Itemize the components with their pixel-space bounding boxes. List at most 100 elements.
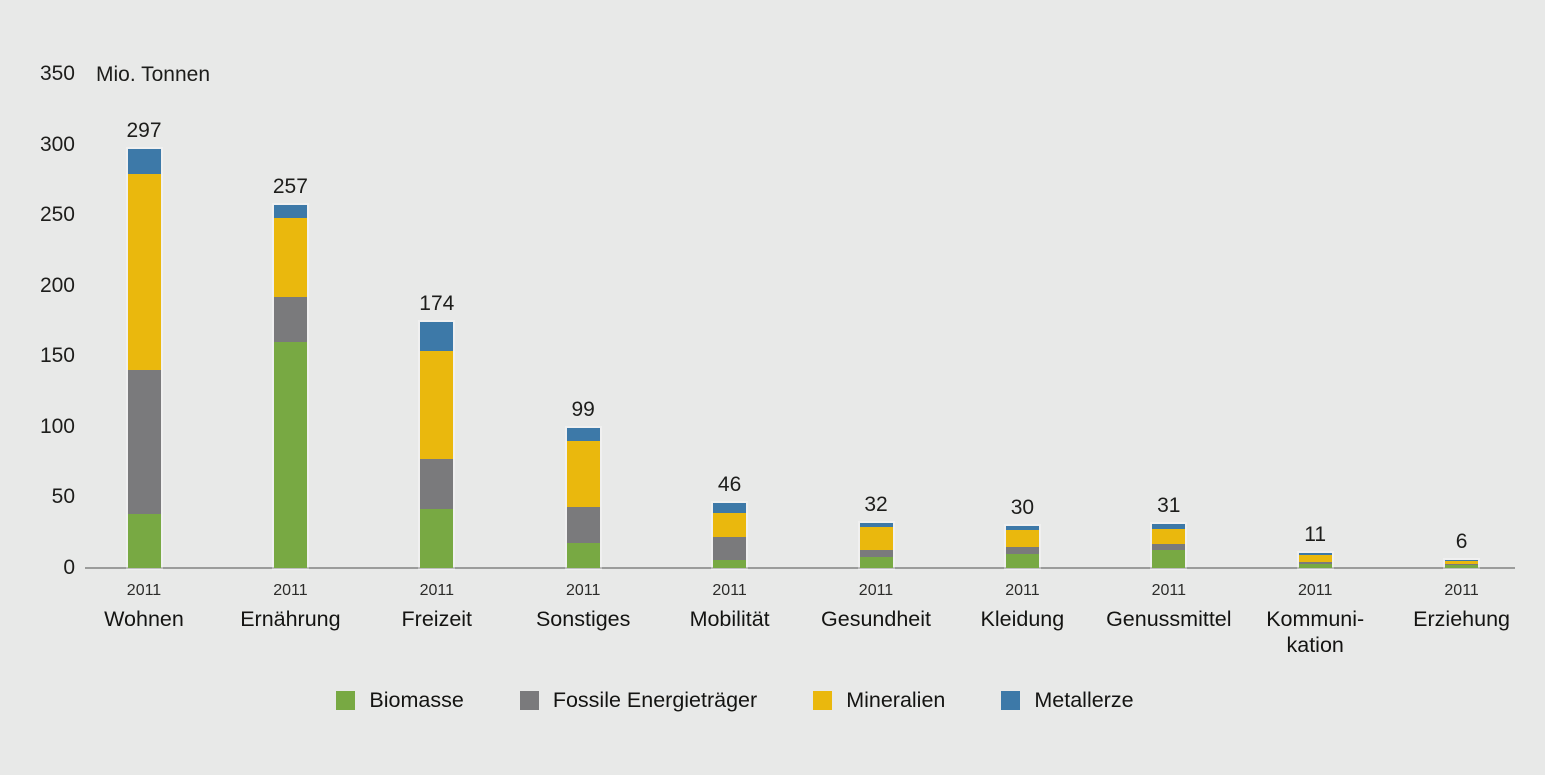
bar-stack[interactable] xyxy=(1298,552,1332,568)
bar-stack[interactable] xyxy=(566,428,600,568)
year-label: 2011 xyxy=(1005,582,1040,599)
x-category-block: 2011 Erziehung xyxy=(1372,582,1545,633)
x-category-block: 2011 Kleidung xyxy=(932,582,1112,633)
category-label: Genussmittel xyxy=(1106,607,1232,631)
bar-segment-fossile-energietr-ger[interactable] xyxy=(273,297,307,343)
legend-swatch-icon xyxy=(1001,691,1021,710)
bar-stack[interactable] xyxy=(713,503,747,568)
bar-stack[interactable] xyxy=(420,322,454,568)
legend: Biomasse Fossile Energieträger Mineralien M… xyxy=(0,688,1470,713)
bar-column: 257 xyxy=(235,176,345,568)
bar-segment-mineralien[interactable] xyxy=(420,350,454,460)
y-axis-unit-label: Mio. Tonnen xyxy=(96,63,211,86)
bar-segment-mineralien[interactable] xyxy=(1298,555,1332,563)
bar-segment-mineralien[interactable] xyxy=(859,527,893,550)
bar-segment-metallerze[interactable] xyxy=(713,503,747,513)
bar-segment-mineralien[interactable] xyxy=(273,217,307,298)
x-category-block: 2011 Kommuni- kation xyxy=(1225,582,1405,659)
legend-swatch-icon xyxy=(336,691,356,710)
bar-segment-metallerze[interactable] xyxy=(1005,525,1039,530)
category-label: Erziehung xyxy=(1413,607,1510,631)
y-tick-label: 0 xyxy=(63,556,75,579)
bar-segment-fossile-energietr-ger[interactable] xyxy=(1298,562,1332,564)
bar-segment-mineralien[interactable] xyxy=(1152,528,1186,545)
category-label: Wohnen xyxy=(104,607,184,631)
bar-stack[interactable] xyxy=(273,205,307,568)
value-label: 257 xyxy=(272,175,308,199)
bar-segment-fossile-energietr-ger[interactable] xyxy=(1152,544,1186,550)
legend-swatch-icon xyxy=(813,691,833,710)
value-label: 46 xyxy=(717,473,742,497)
year-label: 2011 xyxy=(712,582,747,599)
bar-stack[interactable] xyxy=(127,148,161,568)
year-label: 2011 xyxy=(1297,582,1333,599)
x-category-block: 2011 Gesundheit xyxy=(786,582,966,633)
bar-segment-metallerze[interactable] xyxy=(1298,552,1332,556)
category-label: Kleidung xyxy=(980,607,1065,631)
bar-segment-biomasse[interactable] xyxy=(1005,553,1039,568)
bar-segment-metallerze[interactable] xyxy=(1152,524,1186,529)
legend-swatch-icon xyxy=(519,691,539,710)
bar-segment-biomasse[interactable] xyxy=(1152,549,1186,568)
legend-label: Mineralien xyxy=(846,688,946,712)
y-tick-label: 300 xyxy=(39,132,75,156)
bar-segment-biomasse[interactable] xyxy=(566,542,600,568)
bar-segment-fossile-energietr-ger[interactable] xyxy=(713,536,747,560)
bar-segment-metallerze[interactable] xyxy=(566,428,600,441)
bar-stack[interactable] xyxy=(1152,524,1186,568)
bar-segment-metallerze[interactable] xyxy=(420,322,454,351)
bar-segment-mineralien[interactable] xyxy=(127,174,161,371)
bar-stack[interactable] xyxy=(1005,525,1039,568)
value-label: 99 xyxy=(571,398,595,422)
value-label: 174 xyxy=(419,292,455,316)
value-label: 6 xyxy=(1455,529,1468,553)
bar-segment-biomasse[interactable] xyxy=(420,508,454,568)
bar-column: 6 xyxy=(1407,529,1517,568)
category-label: Kommuni- kation xyxy=(1266,607,1365,657)
x-category-block: 2011 Genussmittel xyxy=(1079,582,1259,633)
bar-segment-fossile-energietr-ger[interactable] xyxy=(566,507,600,543)
year-label: 2011 xyxy=(419,582,454,599)
bar-segment-fossile-energietr-ger[interactable] xyxy=(420,459,454,509)
category-label: Sonstiges xyxy=(535,607,631,631)
y-tick-label: 200 xyxy=(39,273,75,297)
bar-segment-fossile-energietr-ger[interactable] xyxy=(1445,564,1479,566)
bar-segment-biomasse[interactable] xyxy=(127,514,161,568)
bar-column: 99 xyxy=(528,399,638,568)
bar-segment-mineralien[interactable] xyxy=(566,441,600,508)
bar-segment-biomasse[interactable] xyxy=(1445,565,1479,568)
legend-label: Metallerze xyxy=(1034,688,1134,712)
bar-stack[interactable] xyxy=(1445,559,1479,568)
bar-segment-metallerze[interactable] xyxy=(859,522,893,528)
bar-segment-mineralien[interactable] xyxy=(1445,560,1479,565)
bar-stack[interactable] xyxy=(859,522,893,568)
year-label: 2011 xyxy=(273,582,308,599)
x-category-block: 2011 Ernährung xyxy=(200,582,380,633)
bar-column: 174 xyxy=(382,293,492,568)
legend-item: Mineralien xyxy=(813,688,945,713)
x-category-block: 2011 Mobilität xyxy=(640,582,820,633)
bar-segment-metallerze[interactable] xyxy=(1445,559,1479,561)
legend-label: Biomasse xyxy=(369,688,464,712)
bar-segment-fossile-energietr-ger[interactable] xyxy=(1005,546,1039,554)
bar-column: 31 xyxy=(1114,495,1224,568)
bar-segment-biomasse[interactable] xyxy=(1298,563,1332,568)
bar-segment-fossile-energietr-ger[interactable] xyxy=(859,549,893,557)
bar-segment-fossile-energietr-ger[interactable] xyxy=(127,370,161,515)
value-label: 31 xyxy=(1157,494,1181,518)
bar-segment-biomasse[interactable] xyxy=(713,559,747,568)
legend-item: Biomasse xyxy=(336,688,464,713)
year-label: 2011 xyxy=(858,582,894,599)
category-label: Freizeit xyxy=(401,607,473,631)
x-category-block: 2011 Wohnen xyxy=(54,582,234,633)
legend-label: Fossile Energieträger xyxy=(552,688,758,712)
y-tick-label: 350 xyxy=(39,62,75,85)
bar-segment-mineralien[interactable] xyxy=(713,512,747,537)
bar-segment-metallerze[interactable] xyxy=(273,205,307,218)
bar-column: 30 xyxy=(967,496,1077,568)
bar-segment-metallerze[interactable] xyxy=(127,148,161,175)
bar-segment-biomasse[interactable] xyxy=(273,342,307,568)
bar-segment-mineralien[interactable] xyxy=(1005,529,1039,547)
bar-segment-biomasse[interactable] xyxy=(859,556,893,568)
bar-column: 11 xyxy=(1260,523,1370,568)
